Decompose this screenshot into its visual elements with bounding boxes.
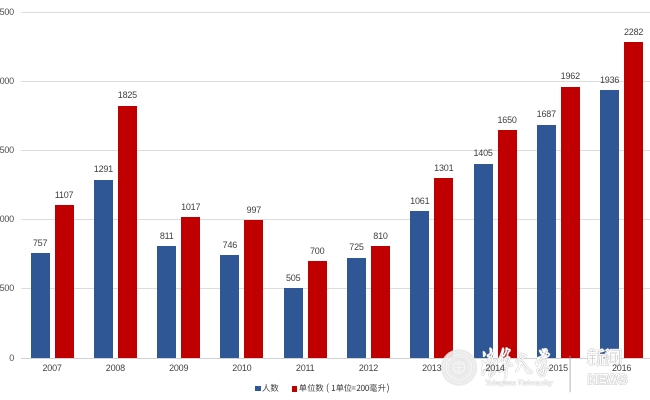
svg-text:Tsinghua University: Tsinghua University [486, 378, 553, 387]
svg-text:NEWS: NEWS [588, 372, 627, 387]
svg-text:Tsinghua University: Tsinghua University [486, 378, 553, 387]
svg-text:NEWS: NEWS [588, 372, 627, 387]
